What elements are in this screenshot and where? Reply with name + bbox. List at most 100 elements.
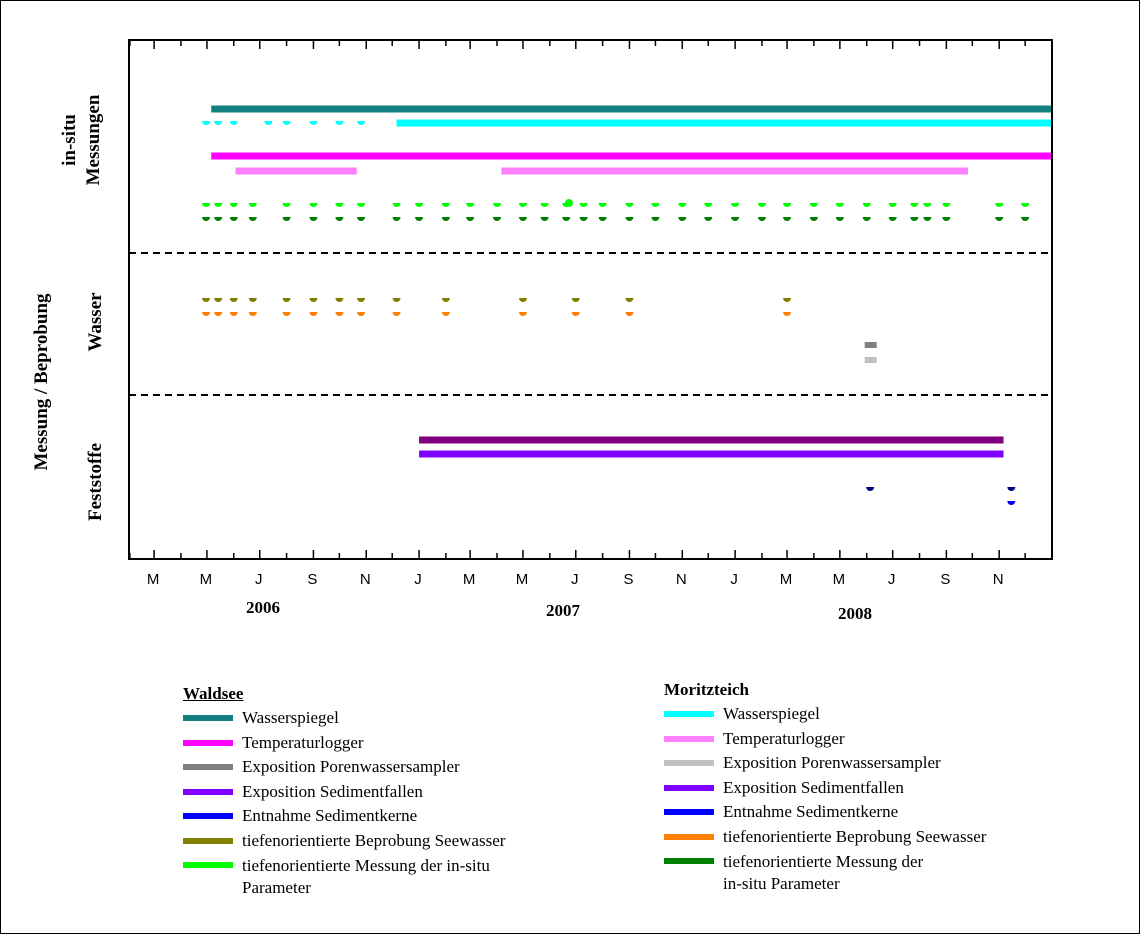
event-marker [783, 203, 792, 207]
event-marker [625, 312, 634, 316]
event-marker [229, 121, 238, 125]
event-marker [678, 217, 687, 221]
x-tick-label: J [888, 571, 896, 588]
legend-swatch [664, 711, 714, 717]
event-marker [202, 217, 211, 221]
x-tick-label: J [730, 571, 738, 588]
moritzteich-legend-item: tiefenorientierte Messung der in-situ Pa… [664, 851, 1043, 893]
legend-waldsee-title: Waldsee [183, 684, 244, 703]
event-marker [809, 203, 818, 207]
series-waldsee-entnahme-sedimentkerne [866, 487, 1016, 491]
legend-moritzteich: Moritzteich Wasserspiegel Temperaturlogge… [664, 680, 1043, 893]
event-marker [562, 217, 571, 221]
legend-label: Entnahme Sedimentkerne [242, 806, 418, 825]
x-tick-label: N [360, 571, 371, 588]
legend-swatch [664, 858, 714, 864]
event-marker [942, 203, 951, 207]
legend-label: Wasserspiegel [242, 708, 339, 727]
range-bar [211, 105, 1052, 113]
event-marker [357, 312, 366, 316]
event-marker [540, 217, 549, 221]
event-marker [866, 487, 875, 491]
event-marker [835, 217, 844, 221]
series-waldsee-temperaturlogger [211, 152, 1052, 160]
event-marker [282, 217, 291, 221]
moritzteich-legend-item: Temperaturlogger [664, 729, 1043, 754]
event-marker [214, 203, 223, 207]
y-axis-title: Messung / Beprobung [31, 293, 52, 471]
x-tick-label: S [307, 571, 317, 588]
event-marker [757, 203, 766, 207]
legend-moritzteich-title: Moritzteich [664, 680, 749, 699]
event-marker [757, 217, 766, 221]
event-marker [598, 203, 607, 207]
event-marker [392, 312, 401, 316]
event-marker [248, 298, 257, 302]
event-marker [678, 203, 687, 207]
legend-swatch [183, 837, 233, 844]
event-marker [309, 121, 318, 125]
event-marker [392, 298, 401, 302]
event-marker [214, 312, 223, 316]
series-moritzteich-exposition-porenwassersampler [864, 357, 877, 363]
legend-swatch [183, 788, 233, 795]
event-marker [625, 203, 634, 207]
event-marker [995, 217, 1004, 221]
event-marker [335, 217, 344, 221]
legend-label: tiefenorientierte Messung der in-situ Pa… [723, 852, 924, 893]
event-marker [1007, 487, 1016, 491]
year-labels: 2006 2007 2008 [246, 598, 872, 623]
x-tick-label: M [200, 571, 213, 588]
legend-label: Exposition Porenwassersampler [242, 757, 460, 776]
event-marker [229, 312, 238, 316]
waldsee-legend-item: Temperaturlogger [183, 733, 562, 758]
x-tick-label: M [780, 571, 793, 588]
event-marker [625, 298, 634, 302]
series-waldsee-wasserspiegel [211, 105, 1052, 113]
series-waldsee-exposition-sedimentfallen [419, 436, 1004, 444]
event-marker [335, 121, 344, 125]
waldsee-legend-item: Exposition Sedimentfallen [183, 782, 562, 807]
legend-swatch [664, 833, 714, 840]
legend-label: tiefenorientierte Beprobung Seewasser [242, 830, 506, 850]
event-marker [731, 203, 740, 207]
legend-waldsee: Waldsee Wasserspiegel Temperaturlogger Exp… [183, 684, 562, 897]
event-marker [441, 298, 450, 302]
event-marker [202, 312, 211, 316]
event-marker [282, 121, 291, 125]
legend-label: Exposition Sedimentfallen [723, 777, 904, 797]
band-label-insitu: Messungen [83, 94, 104, 185]
event-marker [579, 203, 588, 207]
series-waldsee-exposition-porenwassersampler [864, 342, 877, 348]
waldsee-legend-item: Wasserspiegel [183, 708, 562, 733]
exposure-marker [864, 342, 877, 348]
event-marker [335, 298, 344, 302]
event-marker [571, 312, 580, 316]
event-marker [704, 217, 713, 221]
legend-label: Temperaturlogger [723, 728, 845, 748]
x-tick-label: M [147, 571, 160, 588]
event-marker [264, 121, 273, 125]
event-marker [248, 312, 257, 316]
event-marker [282, 203, 291, 207]
legend-label: Exposition Sedimentfallen [242, 781, 423, 801]
band-dividers [129, 252, 1052, 396]
event-marker [910, 203, 919, 207]
event-marker [910, 217, 919, 221]
band-label-feststoffe: Feststoffe [85, 443, 106, 521]
band-label-wasser: Wasser [85, 292, 106, 352]
event-marker [357, 121, 366, 125]
event-marker [202, 121, 211, 125]
series-moritzteich-tiefenorientierte-beprobung-seewasser [202, 312, 792, 316]
waldsee-legend-item: Exposition Porenwassersampler [183, 757, 562, 782]
exposure-marker [864, 357, 877, 363]
legend-swatch [183, 813, 233, 819]
moritzteich-legend-item: tiefenorientierte Beprobung Seewasser [664, 827, 1043, 852]
event-marker [571, 298, 580, 302]
event-marker [835, 203, 844, 207]
event-marker [357, 298, 366, 302]
event-marker [309, 312, 318, 316]
legend-swatch [664, 809, 714, 815]
event-marker [1007, 501, 1016, 505]
